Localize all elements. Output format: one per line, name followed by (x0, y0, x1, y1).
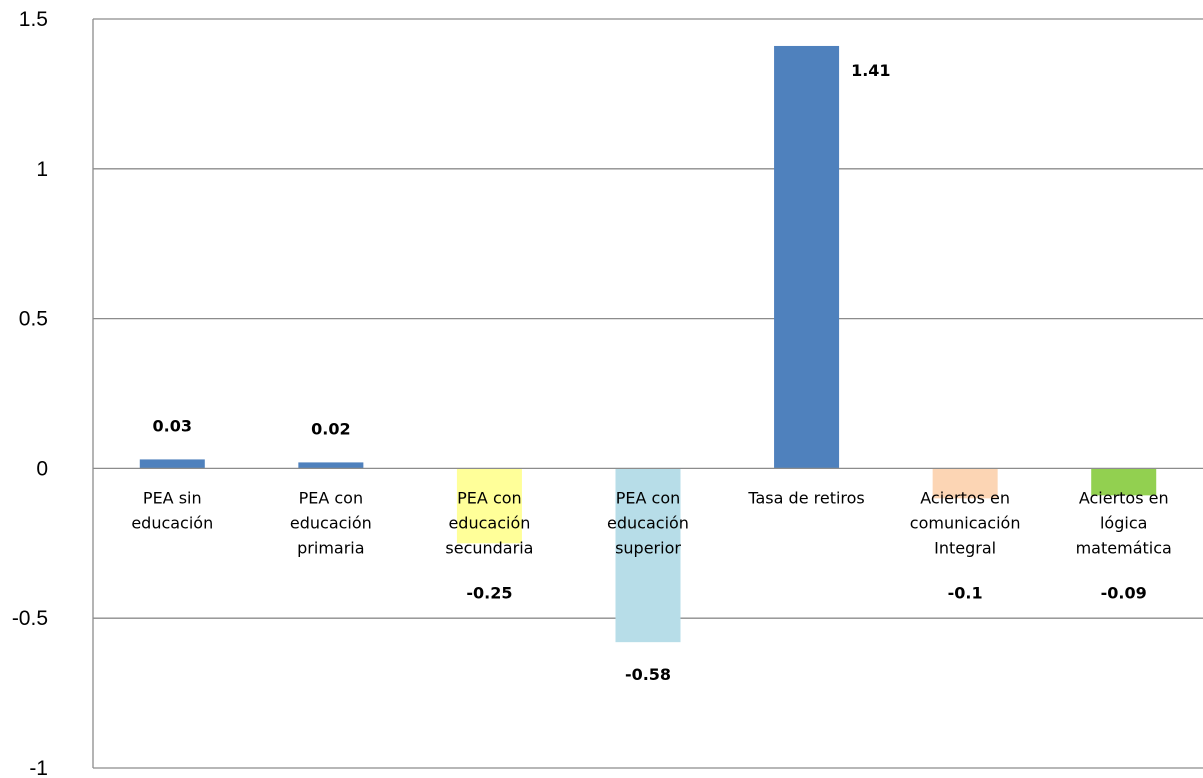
category-label: Tasa de retiros (747, 488, 864, 507)
data-labels: 0.03 0.02 -0.25 -0.58 1.41 -0.1 -0.09 (153, 61, 1147, 684)
category-label: Aciertos en lógica matemática (1076, 488, 1172, 557)
y-tick-label: 0.5 (19, 308, 48, 331)
axes (92, 19, 1203, 768)
bar (1091, 468, 1157, 496)
category-label: Aciertos en comunicación Integral (910, 488, 1021, 557)
category-label: PEA con educación secundaria (445, 488, 533, 557)
data-label: 0.02 (311, 419, 350, 438)
bar (456, 468, 522, 544)
y-tick-label: 0 (36, 457, 48, 480)
gridlines (93, 18, 1203, 769)
bar (298, 462, 364, 469)
data-label: -0.09 (1101, 583, 1147, 602)
bars (139, 45, 1157, 643)
y-tick-label: -1 (29, 757, 48, 778)
data-label: -0.58 (625, 665, 671, 684)
y-tick-label: 1.5 (19, 8, 48, 31)
category-label: PEA sin educación (131, 488, 213, 532)
bar (932, 468, 998, 499)
data-label: 0.03 (153, 416, 192, 435)
y-axis-tick-labels: 1.5 1 0.5 0 -0.5 -1 (12, 8, 48, 778)
bar (774, 45, 840, 469)
y-tick-label: -0.5 (12, 607, 48, 630)
category-label: PEA con educación superior (607, 488, 689, 557)
y-tick-label: 1 (36, 158, 48, 181)
category-label: PEA con educación primaria (290, 488, 372, 557)
data-label: -0.1 (948, 583, 983, 602)
bar (615, 468, 681, 643)
bar (139, 459, 205, 469)
data-label: -0.25 (466, 583, 512, 602)
category-labels: PEA sin educación PEA con educación primaria… (131, 488, 1171, 557)
data-label: 1.41 (851, 61, 890, 80)
